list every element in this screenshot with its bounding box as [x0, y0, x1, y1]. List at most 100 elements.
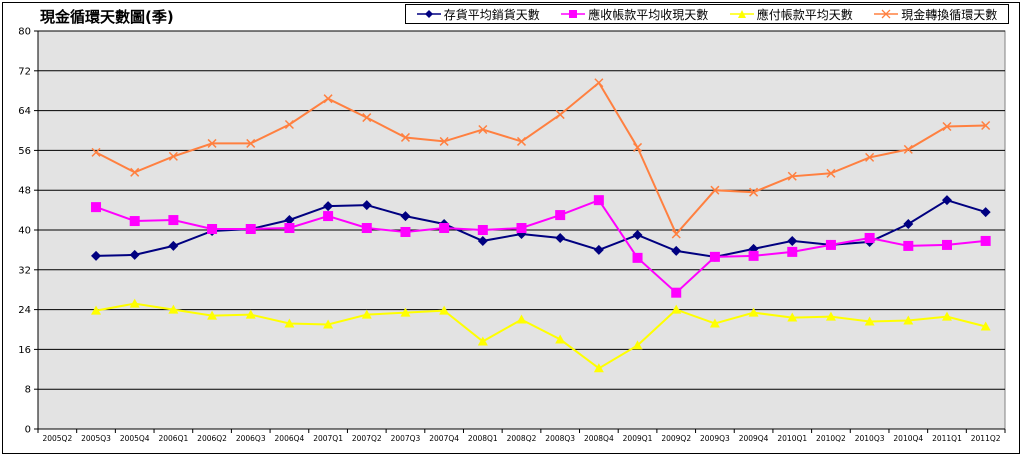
x-tick-label: 2008Q2 [507, 434, 537, 443]
x-tick-label: 2007Q2 [352, 434, 382, 443]
data-point-triangle [129, 298, 140, 308]
data-point-square [825, 239, 836, 250]
data-point-square [361, 223, 372, 234]
data-point-triangle [245, 309, 256, 319]
data-point-triangle [477, 336, 488, 346]
legend-key-square-icon [561, 10, 586, 18]
data-point-square [516, 223, 527, 234]
data-point-triangle [284, 318, 295, 328]
data-point-x [555, 110, 565, 120]
data-point-x [749, 187, 759, 197]
x-tick-label: 2008Q4 [584, 434, 614, 443]
data-point-diamond [361, 200, 372, 211]
x-tick-label: 2007Q1 [313, 434, 343, 443]
data-point-diamond [323, 201, 334, 212]
data-point-triangle [787, 312, 798, 322]
data-point-triangle [825, 311, 836, 321]
data-point-x [826, 168, 836, 178]
data-point-square [903, 240, 914, 251]
legend-item-payable-days: 應付帳款平均天數 [729, 6, 853, 23]
data-point-square [245, 224, 256, 235]
data-point-triangle [709, 318, 720, 328]
y-tick-label: 32 [18, 265, 31, 276]
x-tick-label: 2009Q1 [623, 434, 653, 443]
data-point-x [323, 94, 333, 104]
legend-label: 存貨平均銷貨天數 [443, 7, 540, 22]
data-point-triangle [361, 309, 372, 319]
x-tick-label: 2006Q4 [275, 434, 305, 443]
data-point-square [593, 195, 604, 206]
y-tick-label: 64 [18, 106, 31, 117]
data-point-x [284, 119, 294, 130]
data-point-diamond [91, 250, 102, 261]
y-tick-label: 80 [18, 27, 31, 38]
data-point-x [942, 121, 952, 132]
data-point-x [903, 144, 913, 154]
data-point-x [478, 124, 488, 135]
y-tick-label: 40 [18, 226, 31, 237]
data-point-x [633, 142, 643, 152]
x-tick-label: 2008Q1 [468, 434, 498, 443]
data-point-diamond [941, 195, 952, 206]
data-point-triangle [400, 307, 411, 317]
data-point-triangle [516, 314, 527, 324]
data-point-square [941, 239, 952, 250]
data-point-diamond [168, 240, 179, 251]
x-tick-label: 2009Q4 [739, 434, 769, 443]
x-tick-label: 2011Q1 [932, 434, 962, 443]
data-point-triangle [439, 305, 450, 315]
data-point-diamond [593, 244, 604, 255]
data-point-square [400, 226, 411, 237]
data-point-triangle [980, 321, 991, 331]
legend-item-inventory-days: 存貨平均銷貨天數 [416, 6, 540, 23]
data-point-x [91, 147, 101, 157]
data-point-triangle [91, 305, 102, 315]
legend-item-receivable-days: 應收帳款平均收現天數 [561, 6, 708, 23]
data-point-triangle [903, 315, 914, 325]
data-point-diamond [671, 245, 682, 256]
y-tick-label: 56 [18, 146, 31, 157]
data-point-x [168, 151, 178, 161]
data-point-square [477, 225, 488, 235]
data-point-x [400, 132, 410, 142]
x-tick-label: 2009Q2 [661, 434, 691, 443]
y-tick-label: 24 [18, 305, 31, 316]
y-tick-label: 48 [18, 186, 31, 197]
data-point-diamond [400, 211, 411, 222]
data-point-diamond [555, 232, 566, 243]
data-point-square [709, 251, 720, 262]
data-point-diamond [632, 229, 643, 240]
x-tick-label: 2010Q1 [777, 434, 807, 443]
data-point-square [980, 235, 991, 246]
x-tick-label: 2010Q2 [816, 434, 846, 443]
data-point-square [787, 246, 798, 257]
data-point-triangle [748, 307, 759, 317]
data-point-diamond [129, 249, 140, 260]
data-point-square [168, 215, 179, 226]
x-tick-label: 2005Q4 [120, 434, 150, 443]
legend-label: 應付帳款平均天數 [756, 7, 853, 22]
legend-key-x-icon [874, 9, 899, 19]
series-line [95, 198, 986, 295]
y-tick-label: 8 [25, 385, 31, 396]
data-point-diamond [477, 235, 488, 246]
data-point-x [594, 78, 604, 88]
x-tick-label: 2006Q3 [236, 434, 266, 443]
data-point-triangle [207, 310, 218, 320]
x-tick-label: 2007Q4 [429, 434, 459, 443]
data-point-x [787, 171, 797, 181]
x-tick-label: 2005Q2 [42, 434, 72, 443]
data-point-diamond [903, 219, 914, 230]
data-point-square [864, 232, 875, 243]
data-point-diamond [980, 207, 991, 218]
chart-title: 現金循環天數圖(季) [40, 8, 174, 26]
data-point-square [555, 210, 566, 221]
data-point-square [207, 224, 218, 235]
x-tick-label: 2011Q2 [971, 434, 1001, 443]
series-line [95, 81, 986, 236]
data-point-triangle [941, 311, 952, 321]
x-tick-label: 2005Q3 [81, 434, 111, 443]
x-tick-label: 2006Q2 [197, 434, 227, 443]
data-point-triangle [593, 363, 604, 373]
legend-label: 現金轉換循環天數 [901, 7, 998, 22]
